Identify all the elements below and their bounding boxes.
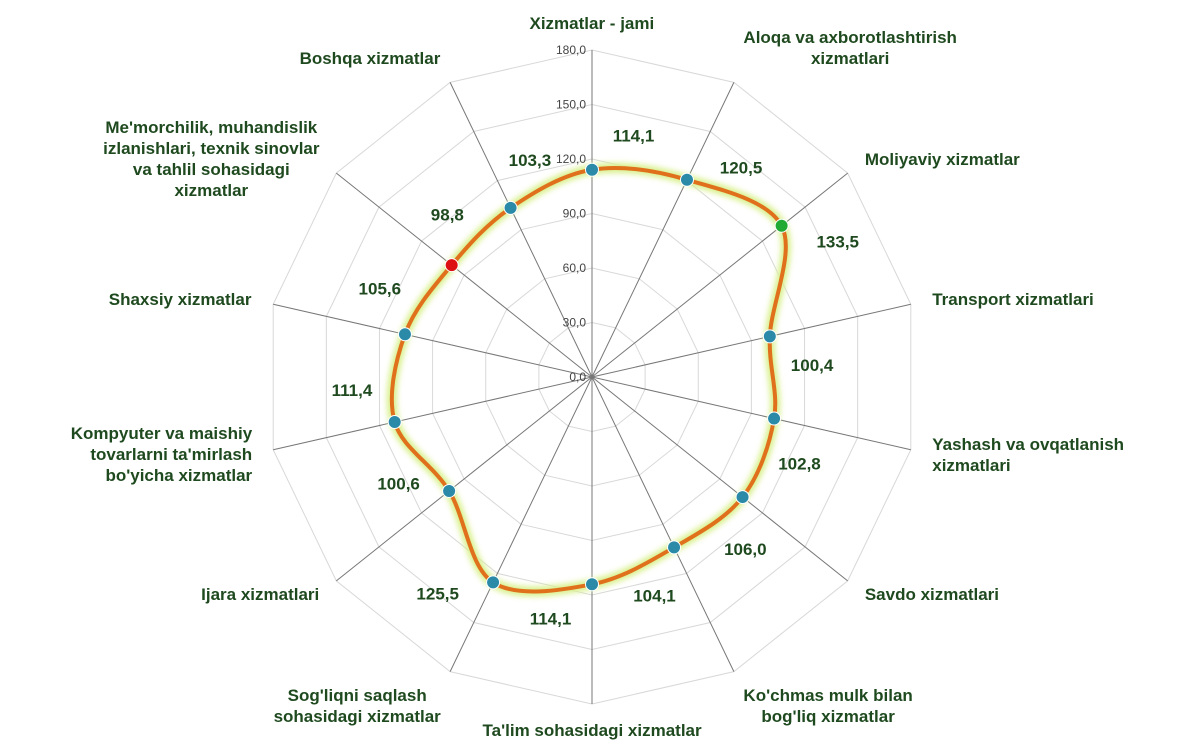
y-tick-label: 0,0 — [569, 370, 586, 384]
spoke — [273, 303, 593, 378]
value-label: 105,6 — [359, 280, 402, 299]
spoke — [591, 376, 848, 582]
y-tick-label: 120,0 — [556, 152, 586, 166]
category-label: Savdo xizmatlari — [864, 585, 1000, 605]
value-label: 104,1 — [633, 586, 676, 605]
spoke — [591, 172, 848, 378]
category-label: Moliyaviy xizmatlar — [864, 149, 1020, 169]
spoke — [449, 82, 593, 378]
marker — [585, 577, 599, 592]
marker — [397, 327, 412, 342]
marker — [767, 411, 782, 426]
value-label: 120,5 — [720, 159, 763, 178]
spoke — [591, 82, 735, 378]
value-label: 106,0 — [724, 540, 767, 559]
marker — [762, 329, 777, 344]
y-tick-label: 60,0 — [563, 261, 587, 275]
value-label: 100,6 — [377, 474, 420, 493]
y-tick-label: 150,0 — [556, 98, 586, 112]
value-label: 125,5 — [416, 585, 459, 604]
marker — [667, 540, 682, 555]
marker — [735, 490, 750, 505]
category-label: Yashash va ovqatlanish xizmatlari — [932, 434, 1125, 475]
value-label: 102,8 — [778, 454, 821, 473]
spoke — [336, 376, 593, 582]
marker — [444, 258, 459, 273]
category-label: Me'morchilik, muhandislik izlanishlari, … — [103, 118, 320, 201]
marker — [585, 162, 599, 177]
category-label: Ijara xizmatlari — [201, 585, 320, 605]
category-label: Kompyuter va maishiy tovarlarni ta'mirla… — [70, 424, 253, 486]
category-label: Aloqa va axborotlashtirish xizmatlari — [743, 27, 957, 68]
spoke — [336, 172, 593, 378]
spoke — [591, 376, 735, 672]
y-tick-label: 30,0 — [563, 316, 587, 330]
marker — [486, 575, 501, 590]
value-label: 111,4 — [332, 381, 373, 400]
spoke — [591, 303, 911, 378]
y-tick-label: 90,0 — [563, 207, 587, 221]
category-label: Ta'lim sohasidagi xizmatlar — [482, 721, 702, 740]
category-label: Shaxsiy xizmatlar — [108, 289, 252, 309]
category-label: Sog'liqni saqlash sohasidagi xizmatlar — [273, 686, 441, 727]
value-label: 114,1 — [530, 610, 572, 629]
spoke — [273, 376, 593, 451]
value-label: 114,1 — [613, 126, 655, 145]
y-tick-label: 180,0 — [556, 43, 586, 57]
value-label: 98,8 — [431, 206, 464, 225]
marker — [774, 218, 789, 233]
category-label: Ko'chmas mulk bilan bog'liq xizmatlar — [743, 686, 913, 727]
spoke — [449, 376, 593, 672]
marker — [503, 200, 518, 215]
marker — [679, 172, 694, 187]
marker — [442, 483, 457, 498]
value-label: 133,5 — [816, 233, 859, 252]
category-label: Transport xizmatlari — [932, 289, 1094, 309]
value-label: 103,3 — [509, 151, 552, 170]
value-label: 100,4 — [791, 356, 834, 375]
category-label: Boshqa xizmatlar — [299, 48, 441, 68]
marker — [387, 415, 402, 430]
spoke — [591, 376, 911, 451]
category-label: Xizmatlar - jami — [529, 14, 655, 33]
